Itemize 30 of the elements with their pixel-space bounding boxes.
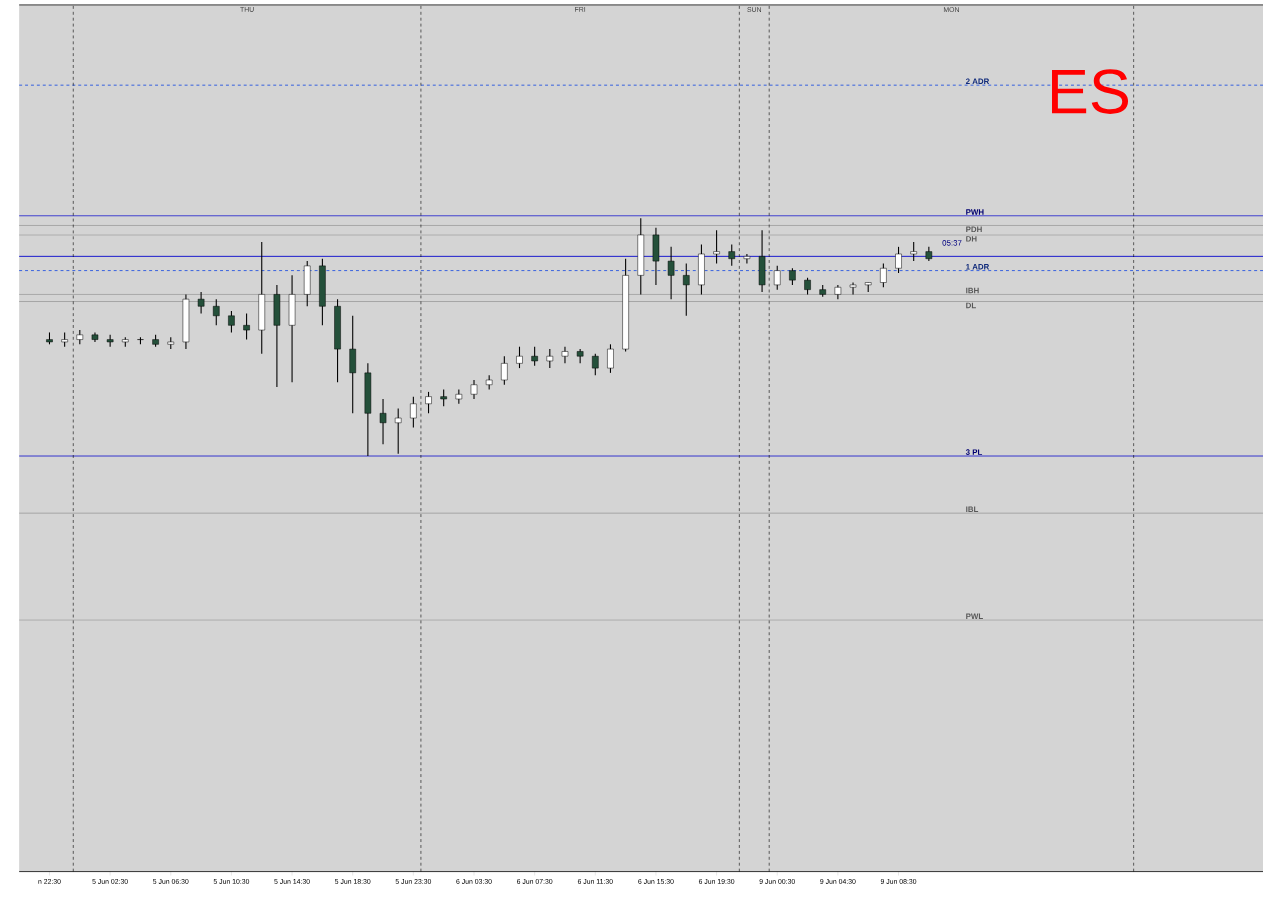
candlestick bbox=[561, 346, 569, 364]
candlestick bbox=[576, 348, 584, 364]
candlestick bbox=[516, 346, 523, 369]
candlestick bbox=[743, 253, 751, 264]
candlestick bbox=[394, 407, 402, 455]
candlestick bbox=[910, 241, 917, 262]
candlestick bbox=[410, 396, 417, 428]
candlestick bbox=[849, 281, 857, 295]
candlestick bbox=[895, 246, 902, 274]
candlestick bbox=[607, 343, 614, 374]
candlestick bbox=[349, 315, 356, 414]
text: ES bbox=[1052, 69, 1129, 114]
candlestick bbox=[379, 398, 387, 445]
candlestick bbox=[470, 379, 478, 400]
candlestick bbox=[501, 355, 508, 386]
candlestick bbox=[531, 346, 538, 367]
candlestick bbox=[106, 334, 114, 348]
candlestick bbox=[713, 229, 720, 264]
candlestick bbox=[880, 262, 887, 288]
candlestick bbox=[243, 312, 250, 341]
candlestick bbox=[728, 243, 736, 267]
candlestick bbox=[212, 298, 220, 326]
candlestick bbox=[425, 391, 432, 414]
candlestick bbox=[667, 246, 675, 300]
candlestick bbox=[197, 291, 205, 314]
candlestick bbox=[228, 310, 235, 333]
candlestick bbox=[592, 353, 599, 376]
candlestick bbox=[682, 262, 690, 317]
candlestick bbox=[773, 265, 781, 291]
candlestick bbox=[546, 348, 554, 369]
